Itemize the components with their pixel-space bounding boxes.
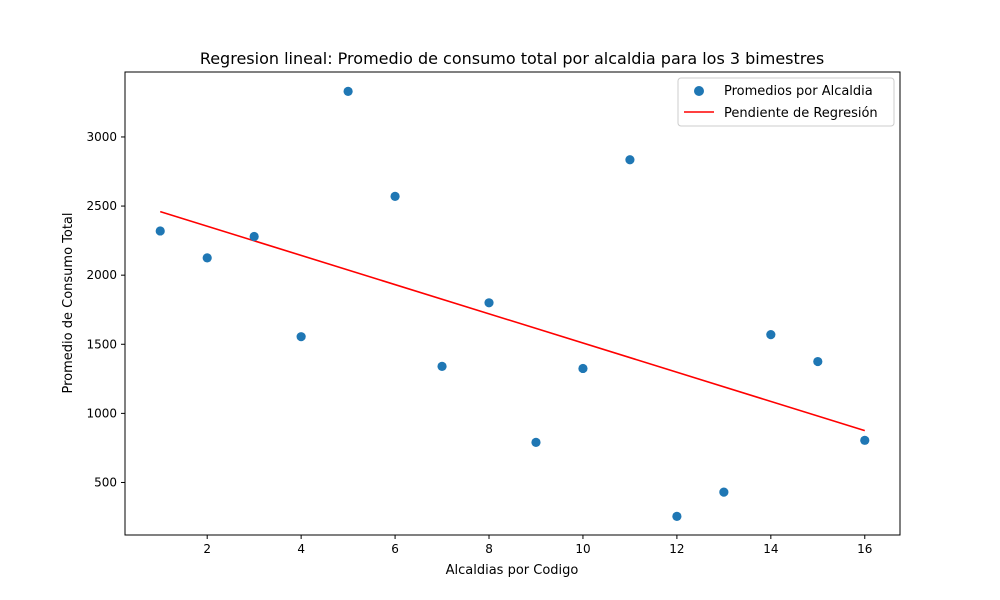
- legend-label-scatter: Promedios por Alcaldia: [724, 84, 873, 99]
- scatter-point: [672, 511, 682, 521]
- legend-marker-scatter: [694, 86, 704, 96]
- plot-area: [124, 71, 901, 536]
- legend: Promedios por Alcaldia Pendiente de Regr…: [677, 77, 895, 127]
- y-tick-label: 500: [94, 475, 117, 489]
- regression-line: [159, 210, 866, 432]
- x-tick-label: 10: [575, 542, 590, 556]
- x-tick-label: 2: [203, 542, 211, 556]
- y-axis: 500 1000 1500 2000 2500 3000: [86, 130, 125, 489]
- scatter-point: [343, 86, 353, 96]
- scatter-point: [484, 298, 494, 308]
- scatter-point: [813, 356, 823, 367]
- x-axis-label: Alcaldias por Codigo: [446, 563, 579, 578]
- legend-box: [677, 77, 895, 127]
- scatter-point: [249, 231, 259, 242]
- scatter-point: [531, 437, 541, 447]
- scatter-point: [202, 253, 212, 263]
- scatter-point: [578, 363, 588, 374]
- y-tick-label: 2500: [86, 199, 117, 213]
- scatter-point: [766, 329, 776, 340]
- x-tick-label: 12: [669, 542, 684, 556]
- y-tick-label: 1000: [86, 406, 117, 420]
- y-tick-label: 3000: [86, 130, 117, 144]
- y-tick-label: 1500: [86, 337, 117, 351]
- y-tick-label: 2000: [86, 268, 117, 282]
- x-tick-label: 16: [857, 542, 872, 556]
- scatter-point: [437, 361, 447, 371]
- scatter-point: [390, 191, 400, 201]
- scatter-point: [860, 435, 870, 445]
- y-axis-label: Promedio de Consumo Total: [61, 212, 76, 393]
- legend-label-line: Pendiente de Regresión: [724, 106, 878, 121]
- x-tick-label: 14: [763, 542, 778, 556]
- x-tick-label: 6: [391, 542, 399, 556]
- scatter-point: [625, 155, 635, 165]
- series-layer: [155, 86, 870, 521]
- x-tick-label: 4: [297, 542, 305, 556]
- x-axis: 2 4 6 8 10 12 14 16: [203, 535, 872, 556]
- chart-title: Regresion lineal: Promedio de consumo to…: [200, 49, 824, 68]
- scatter-point: [296, 332, 306, 342]
- x-tick-label: 8: [485, 542, 493, 556]
- scatter-point: [155, 226, 165, 236]
- scatter-point: [719, 487, 729, 497]
